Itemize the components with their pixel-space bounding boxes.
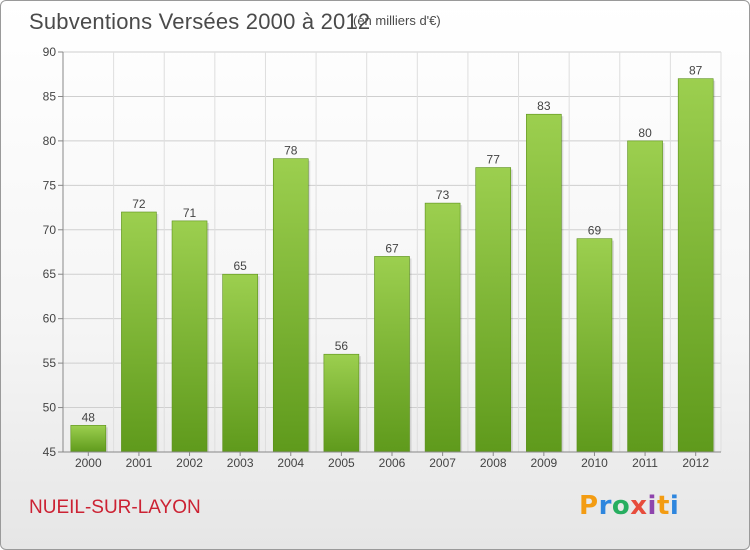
logo-letter: x	[630, 491, 648, 521]
bars: 48 72 71 65 78 56 67 73 77 83 69 80 87	[70, 64, 716, 453]
value-label-2006: 67	[385, 241, 399, 255]
bar-2005[interactable]	[323, 353, 360, 453]
bar-2009[interactable]	[526, 113, 562, 453]
bar-2000[interactable]	[70, 425, 107, 453]
bar-2007[interactable]	[424, 202, 461, 453]
y-tick-label: 80	[43, 134, 57, 148]
value-label-2010: 69	[588, 224, 602, 238]
logo-letter: i	[647, 491, 657, 521]
bar-2011[interactable]	[627, 140, 663, 453]
proxiti-logo[interactable]: Proxiti	[579, 491, 679, 521]
y-tick-label: 50	[43, 401, 57, 415]
value-label-2002: 71	[183, 206, 197, 220]
bar-2001[interactable]	[121, 211, 157, 453]
bar-2010[interactable]	[576, 238, 613, 453]
value-label-2011: 80	[638, 126, 652, 140]
value-label-2001: 72	[132, 197, 146, 211]
axes: 45 50 55 60 65 70 75 80 85 90 2000 2001 2002 2003 2004…	[43, 45, 721, 470]
value-label-2000: 48	[82, 410, 96, 424]
bar-2003[interactable]	[222, 273, 258, 453]
x-tick-label-2009: 2009	[530, 456, 557, 470]
value-label-2007: 73	[436, 188, 450, 202]
x-tick-label-2010: 2010	[581, 456, 608, 470]
value-label-2012: 87	[689, 64, 703, 78]
x-tick-label-2001: 2001	[126, 456, 153, 470]
x-tick-label-2011: 2011	[632, 456, 658, 470]
bar-2012[interactable]	[677, 78, 714, 453]
value-label-2008: 77	[487, 153, 501, 167]
bar-2002[interactable]	[171, 220, 208, 453]
logo-letter: i	[669, 491, 680, 521]
y-tick-label: 70	[43, 223, 57, 237]
bar-2004[interactable]	[272, 158, 309, 453]
y-tick-label: 90	[43, 45, 57, 59]
y-tick-label: 55	[43, 356, 57, 370]
x-tick-label-2003: 2003	[227, 456, 254, 470]
bar-2008[interactable]	[475, 167, 512, 453]
bar-2006[interactable]	[374, 256, 410, 453]
commune-name: NUEIL-SUR-LAYON	[29, 497, 201, 518]
chart-title: Subventions Versées 2000 à 2012	[29, 9, 371, 34]
x-tick-label-2007: 2007	[429, 456, 456, 470]
value-label-2004: 78	[284, 144, 298, 158]
logo-letter: P	[579, 491, 599, 521]
value-label-2009: 83	[537, 99, 551, 113]
logo-letter: t	[656, 491, 670, 521]
value-label-2005: 56	[335, 339, 349, 353]
x-tick-label-2006: 2006	[379, 456, 406, 470]
y-tick-label: 60	[43, 312, 57, 326]
x-tick-label-2004: 2004	[277, 456, 304, 470]
x-tick-label-2002: 2002	[176, 456, 203, 470]
x-tick-label-2008: 2008	[480, 456, 507, 470]
y-tick-label: 75	[43, 178, 57, 192]
value-label-2003: 65	[233, 259, 247, 273]
x-tick-label-2005: 2005	[328, 456, 355, 470]
x-tick-label-2012: 2012	[682, 456, 709, 470]
y-tick-label: 65	[43, 267, 57, 281]
x-tick-label-2000: 2000	[75, 456, 102, 470]
chart-subtitle: (en milliers d'€)	[353, 13, 441, 28]
y-tick-label: 45	[43, 445, 57, 459]
y-tick-label: 85	[43, 89, 57, 103]
logo-letter: r	[598, 491, 612, 521]
logo-letter: o	[611, 491, 631, 521]
